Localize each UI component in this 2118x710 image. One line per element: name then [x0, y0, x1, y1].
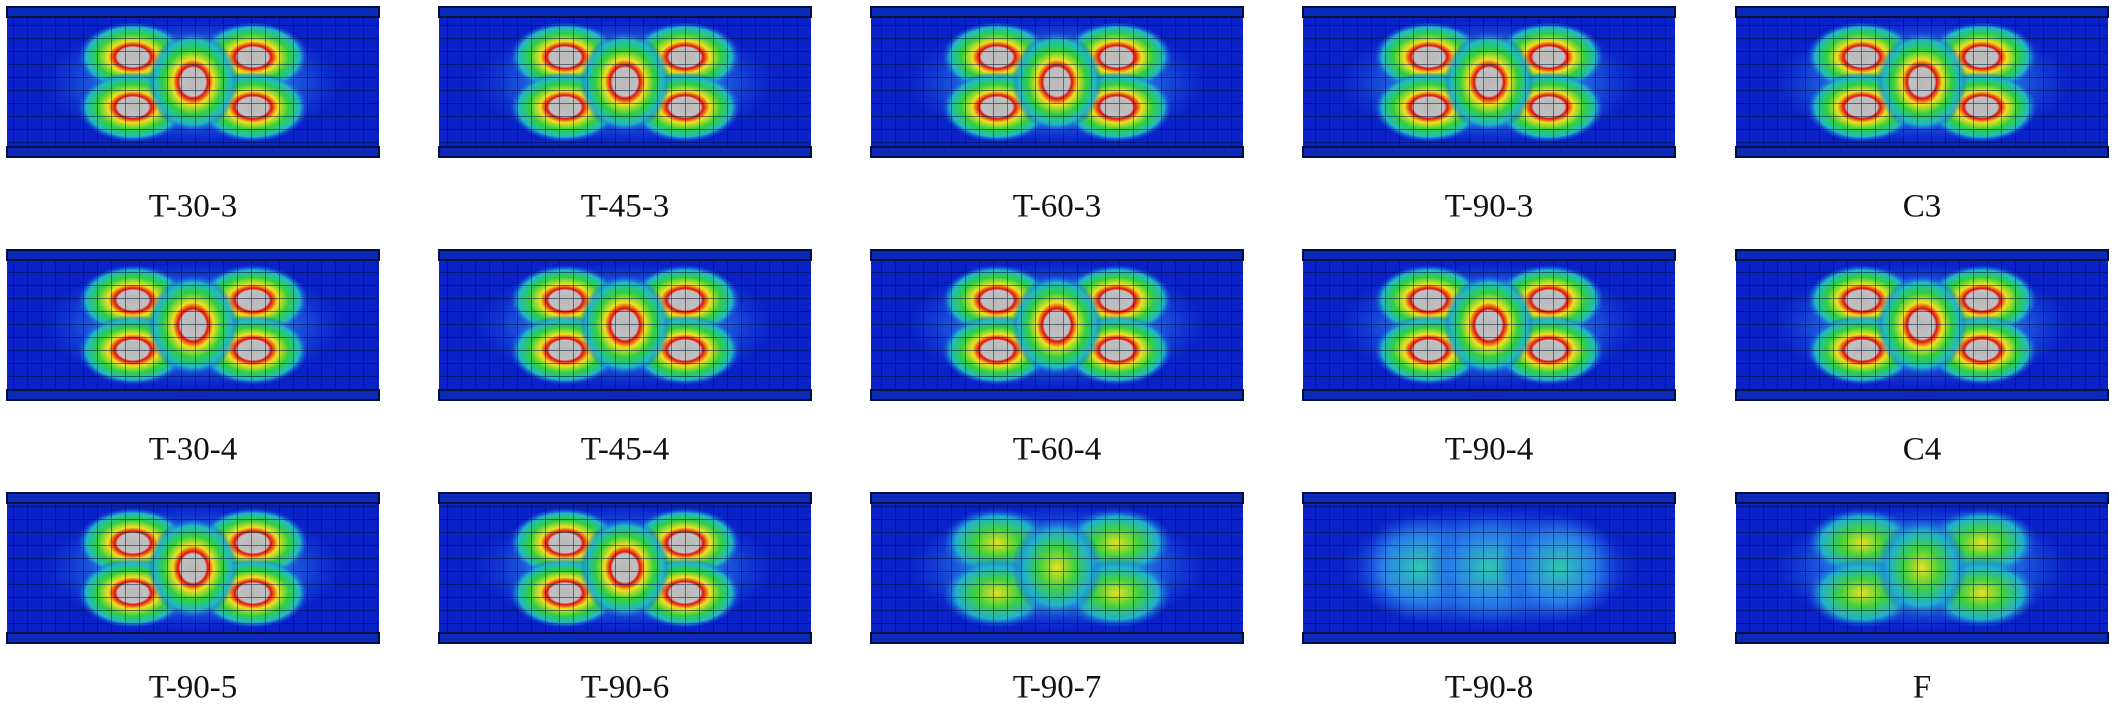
- mesh: [439, 503, 811, 633]
- mesh: [1736, 17, 2108, 147]
- bottom-flange: [870, 632, 1244, 644]
- bottom-flange: [1302, 632, 1676, 644]
- top-flange: [870, 249, 1244, 261]
- panel: T-90-4: [1302, 249, 1676, 468]
- panel: T-30-4: [6, 249, 380, 468]
- panel-label: T-90-4: [1445, 432, 1534, 468]
- panel-label: T-90-8: [1445, 670, 1534, 706]
- panel: T-90-6: [438, 492, 812, 706]
- top-flange: [6, 249, 380, 261]
- mesh: [871, 17, 1243, 147]
- mesh: [1303, 260, 1675, 390]
- top-flange: [1302, 249, 1676, 261]
- panel: T-60-3: [870, 6, 1244, 225]
- mesh: [439, 260, 811, 390]
- bottom-flange: [1735, 389, 2109, 401]
- bottom-flange: [6, 146, 380, 158]
- panel: F: [1735, 492, 2109, 706]
- bottom-flange: [1735, 146, 2109, 158]
- panel-label: T-90-5: [149, 670, 238, 706]
- mesh: [1303, 17, 1675, 147]
- bottom-flange: [1302, 389, 1676, 401]
- panel: T-90-7: [870, 492, 1244, 706]
- bottom-flange: [6, 389, 380, 401]
- top-flange: [438, 249, 812, 261]
- bottom-flange: [870, 389, 1244, 401]
- panel: C3: [1735, 6, 2109, 225]
- panel-label: T-60-4: [1013, 432, 1102, 468]
- top-flange: [438, 6, 812, 18]
- panel-label: T-90-7: [1013, 670, 1102, 706]
- panel-label: T-45-4: [581, 432, 670, 468]
- mesh: [871, 260, 1243, 390]
- mesh: [7, 17, 379, 147]
- panel-label: C3: [1903, 189, 1942, 225]
- bottom-flange: [438, 632, 812, 644]
- bottom-flange: [438, 389, 812, 401]
- panel-label: T-90-3: [1445, 189, 1534, 225]
- bottom-flange: [6, 632, 380, 644]
- panel: C4: [1735, 249, 2109, 468]
- top-flange: [6, 492, 380, 504]
- panel: T-90-3: [1302, 6, 1676, 225]
- top-flange: [1735, 249, 2109, 261]
- panel-label: T-60-3: [1013, 189, 1102, 225]
- mesh: [1736, 260, 2108, 390]
- panel-label: T-30-3: [149, 189, 238, 225]
- panel-label: F: [1913, 670, 1931, 706]
- mesh: [871, 503, 1243, 633]
- top-flange: [438, 492, 812, 504]
- bottom-flange: [1735, 632, 2109, 644]
- bottom-flange: [870, 146, 1244, 158]
- top-flange: [6, 6, 380, 18]
- bottom-flange: [1302, 146, 1676, 158]
- top-flange: [1302, 6, 1676, 18]
- mesh: [1736, 503, 2108, 633]
- panel-label: C4: [1903, 432, 1942, 468]
- panel: T-60-4: [870, 249, 1244, 468]
- top-flange: [1735, 6, 2109, 18]
- panel: T-30-3: [6, 6, 380, 225]
- panel: T-90-5: [6, 492, 380, 706]
- panel: T-90-8: [1302, 492, 1676, 706]
- mesh: [7, 503, 379, 633]
- mesh: [7, 260, 379, 390]
- bottom-flange: [438, 146, 812, 158]
- panel: T-45-3: [438, 6, 812, 225]
- panel-label: T-45-3: [581, 189, 670, 225]
- top-flange: [870, 492, 1244, 504]
- top-flange: [870, 6, 1244, 18]
- top-flange: [1302, 492, 1676, 504]
- mesh: [1303, 503, 1675, 633]
- panel: T-45-4: [438, 249, 812, 468]
- top-flange: [1735, 492, 2109, 504]
- panel-label: T-30-4: [149, 432, 238, 468]
- mesh: [439, 17, 811, 147]
- panel-label: T-90-6: [581, 670, 670, 706]
